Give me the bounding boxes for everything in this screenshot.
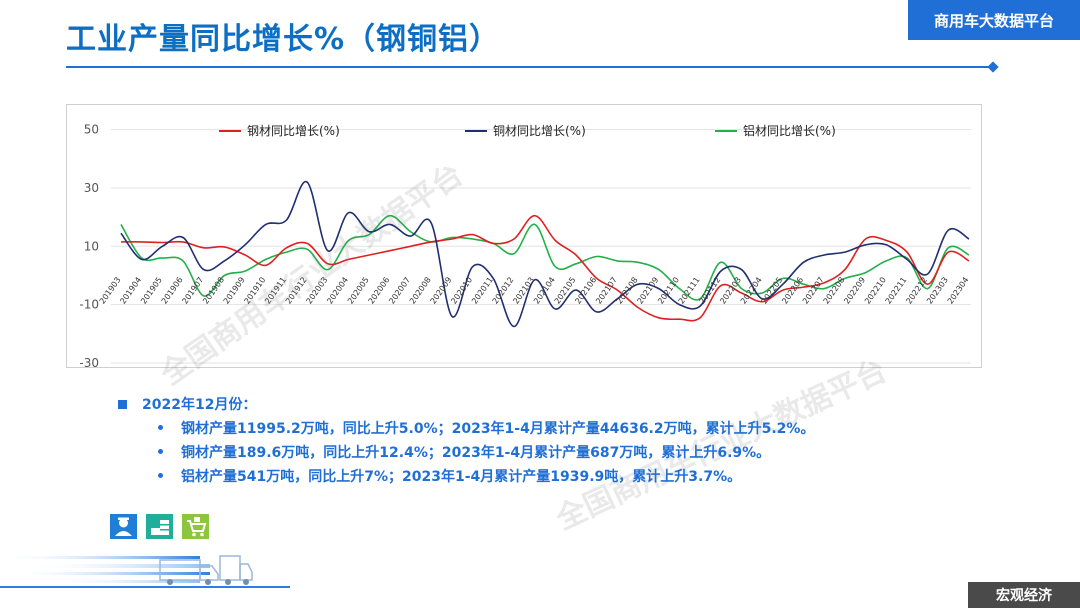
chart-frame: 50 30 10 -10 -30 201903 201904 201905 201906 2019… [66, 104, 982, 368]
series-line-steel [120, 214, 970, 322]
section-label: 宏观经济 [968, 582, 1080, 608]
legend-label-copper: 铜材同比增长(%) [493, 123, 586, 138]
series-line-copper [120, 181, 970, 328]
cart-icon [182, 514, 209, 539]
summary-item-text: 铜材产量189.6万吨，同比上升12.4%；2023年1-4月累计产量687万吨… [181, 444, 771, 461]
dot-bullet-icon [158, 425, 163, 430]
divider-end-marker [987, 61, 999, 73]
y-tick-label: 30 [84, 181, 99, 195]
dot-bullet-icon [158, 449, 163, 454]
dot-bullet-icon [158, 473, 163, 478]
summary-item-steel: 钢材产量11995.2万吨，同比上升5.0%；2023年1-4月累计产量4463… [158, 416, 918, 439]
y-tick-label: 50 [84, 123, 99, 137]
title-divider [66, 66, 994, 68]
brand-badge: 商用车大数据平台 [908, 0, 1080, 40]
summary-item-text: 铝材产量541万吨，同比上升7%；2023年1-4月累计产量1939.9吨，累计… [181, 468, 742, 485]
square-bullet-icon [118, 399, 127, 409]
series-line-aluminum [120, 214, 970, 301]
y-tick-label: 10 [84, 239, 99, 253]
x-tick-label: 202304 [946, 275, 971, 305]
summary-item-text: 钢材产量11995.2万吨，同比上升5.0%；2023年1-4月累计产量4463… [181, 420, 815, 437]
decor-icons [110, 514, 209, 539]
line-chart: 503010-10-302019032019042019052019062019… [79, 123, 971, 367]
summary-head-text: 2022年12月份： [142, 397, 257, 413]
worker-icon [110, 514, 137, 539]
truck-illustration-icon [0, 555, 290, 588]
summary-block: 2022年12月份： 钢材产量11995.2万吨，同比上升5.0%；2023年1… [118, 393, 918, 487]
summary-item-copper: 铜材产量189.6万吨，同比上升12.4%；2023年1-4月累计产量687万吨… [158, 440, 918, 463]
summary-head: 2022年12月份： [118, 393, 918, 415]
y-tick-label: -10 [79, 298, 99, 312]
page-title: 工业产量同比增长%（钢铜铝） [66, 22, 501, 57]
legend-label-steel: 钢材同比增长(%) [247, 124, 340, 138]
summary-item-aluminum: 铝材产量541万吨，同比上升7%；2023年1-4月累计产量1939.9吨，累计… [158, 464, 918, 487]
coins-icon [146, 514, 173, 539]
y-tick-label: -30 [79, 356, 99, 367]
legend-label-aluminum: 铝材同比增长(%) [743, 123, 836, 138]
